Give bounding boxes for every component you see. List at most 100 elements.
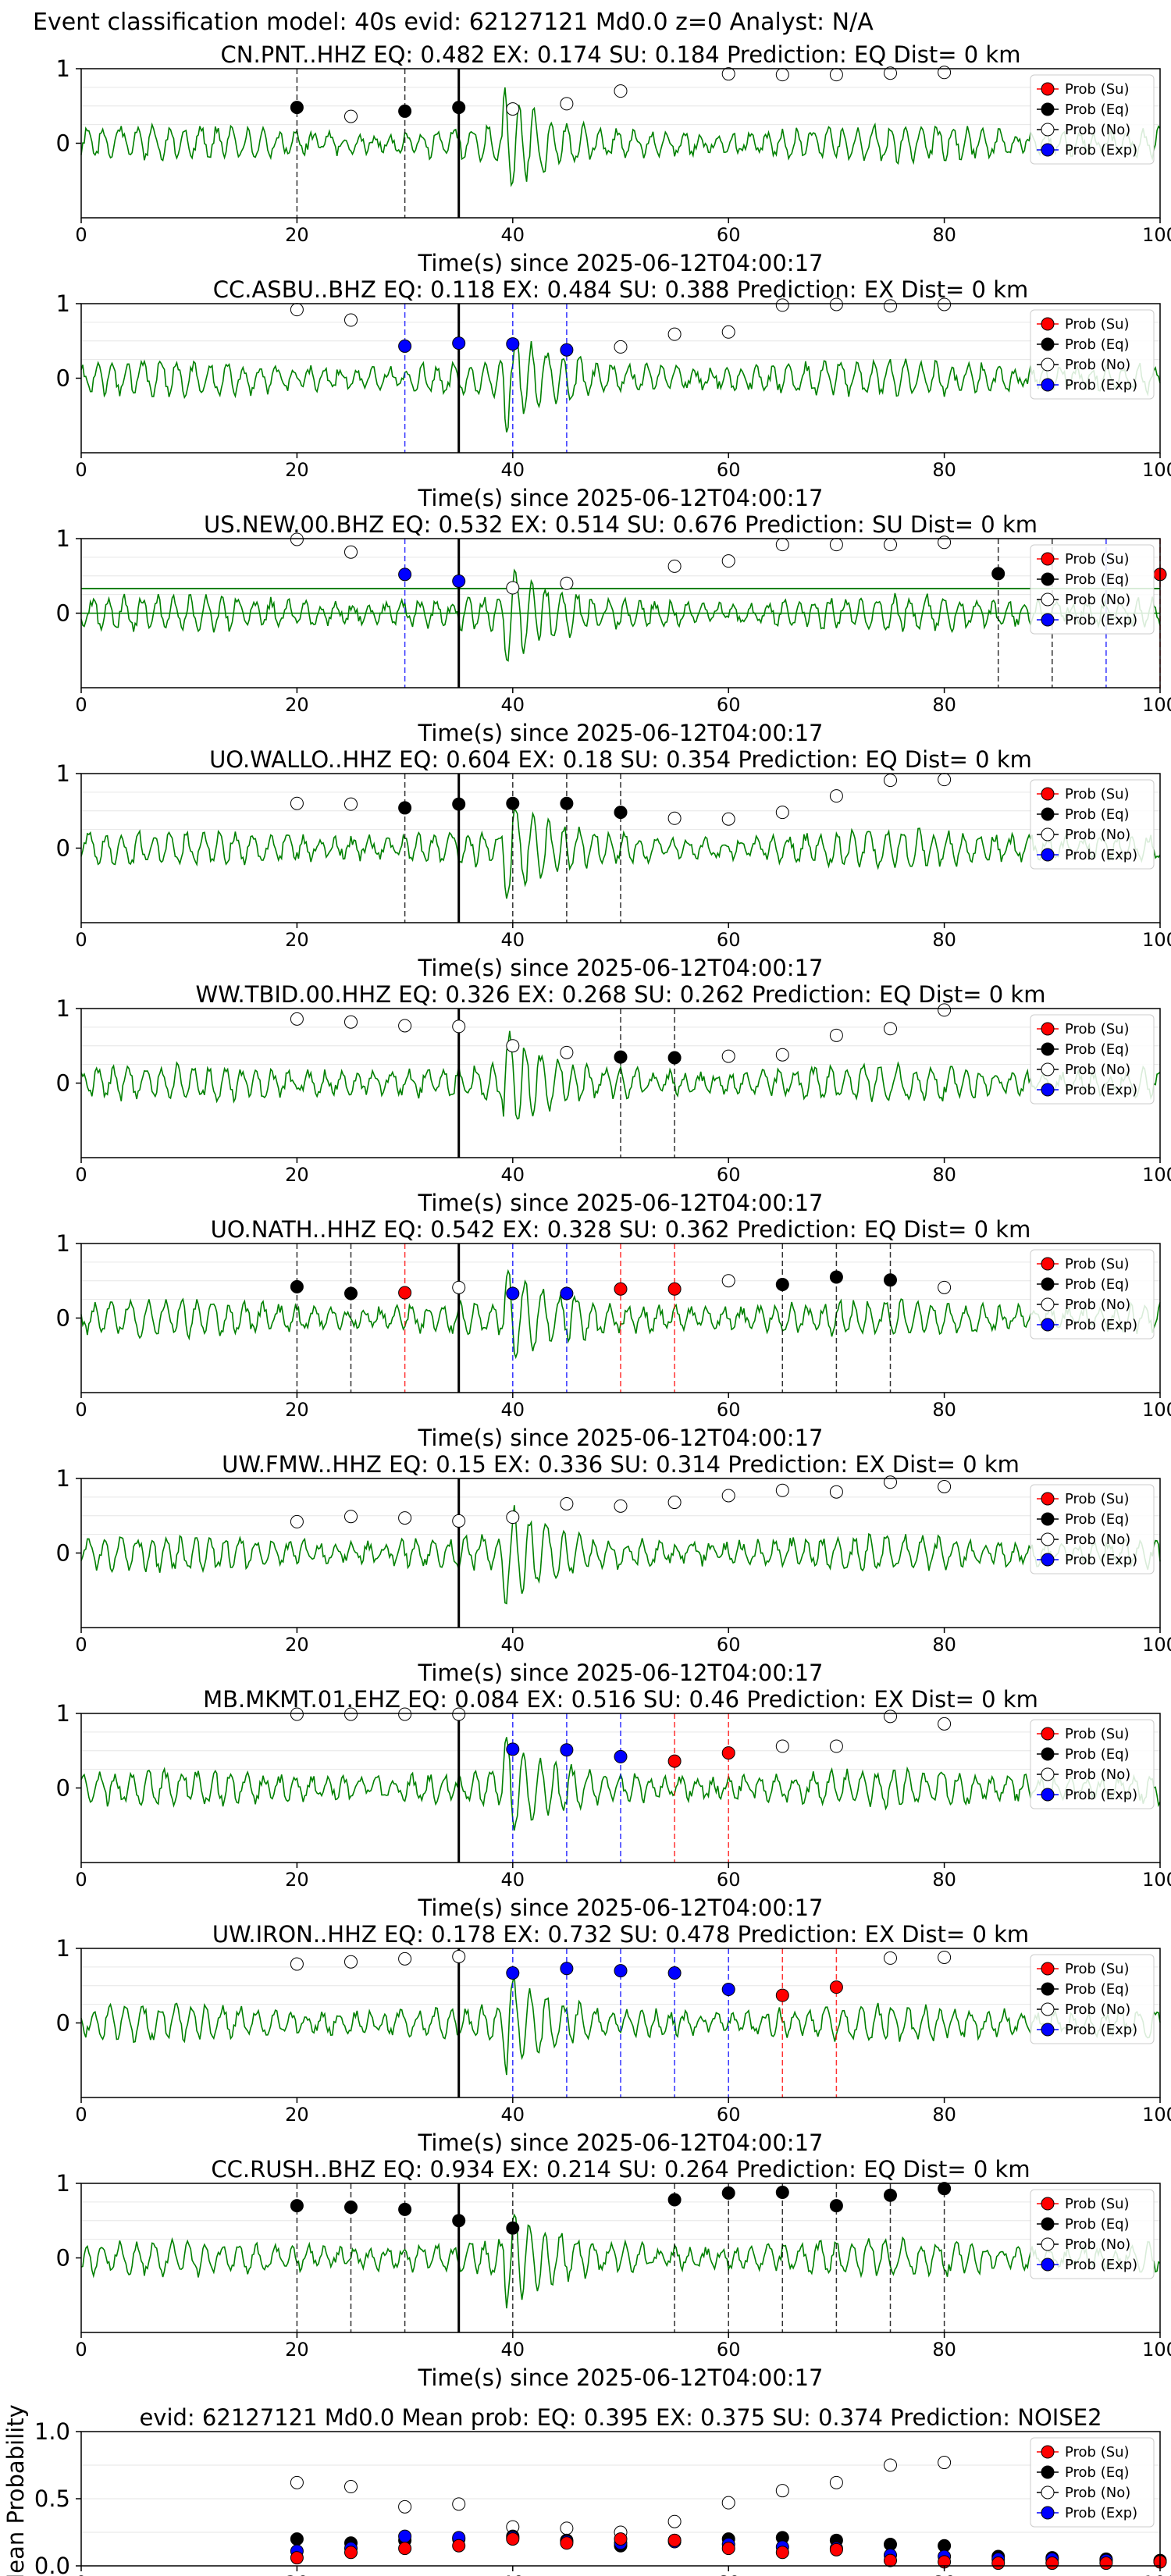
prob-point-no bbox=[884, 538, 897, 552]
legend-label: Prob (Su) bbox=[1065, 81, 1130, 98]
legend-marker-no bbox=[1041, 592, 1055, 607]
mean-prob-point-no bbox=[775, 2484, 789, 2498]
x-tick-label: 80 bbox=[932, 1869, 956, 1891]
legend-label: Prob (Exp) bbox=[1065, 2022, 1137, 2038]
x-tick-label: 0 bbox=[75, 2572, 87, 2576]
x-axis-label: Time(s) since 2025-06-12T04:00:17 bbox=[418, 1425, 824, 1451]
legend-marker-su bbox=[1041, 1257, 1055, 1271]
legend-label: Prob (No) bbox=[1065, 357, 1130, 373]
legend-label: Prob (No) bbox=[1065, 1532, 1130, 1548]
legend-label: Prob (Exp) bbox=[1065, 847, 1137, 863]
legend-box bbox=[1030, 1014, 1155, 1105]
legend: Prob (Su) Prob (Eq) Prob (No) Prob (Exp) bbox=[1030, 2437, 1155, 2528]
x-tick-label: 60 bbox=[717, 2339, 741, 2361]
prob-point-exp bbox=[667, 1966, 682, 1980]
prob-point-exp bbox=[398, 339, 412, 353]
legend-marker-su bbox=[1041, 2197, 1055, 2211]
x-axis-label: Time(s) since 2025-06-12T04:00:17 bbox=[418, 2364, 824, 2391]
x-tick-label: 80 bbox=[932, 694, 956, 716]
prob-point-no bbox=[290, 1514, 304, 1528]
prob-point-exp bbox=[452, 336, 466, 350]
prob-point-eq bbox=[290, 2199, 304, 2213]
legend: Prob (Su) Prob (Eq) Prob (No) Prob (Exp) bbox=[1030, 1954, 1155, 2044]
legend-label: Prob (Su) bbox=[1065, 1961, 1130, 1977]
y-tick-label: 1 bbox=[56, 1935, 70, 1962]
x-tick-label: 60 bbox=[717, 694, 741, 716]
legend-label: Prob (Eq) bbox=[1065, 1276, 1130, 1293]
legend-label: Prob (No) bbox=[1065, 827, 1130, 843]
prob-point-eq bbox=[452, 2214, 466, 2228]
y-tick-label: 0.0 bbox=[34, 2553, 70, 2576]
panel-0: CN.PNT..HHZ EQ: 0.482 EX: 0.174 SU: 0.18… bbox=[56, 41, 1171, 276]
prob-point-eq bbox=[991, 567, 1005, 581]
mean-prob-point-no bbox=[721, 2496, 735, 2510]
panel-title: US.NEW.00.BHZ EQ: 0.532 EX: 0.514 SU: 0.… bbox=[204, 511, 1038, 538]
prob-point-no bbox=[775, 1048, 789, 1062]
prob-point-no bbox=[829, 68, 843, 82]
prob-point-eq bbox=[344, 2201, 358, 2215]
legend-label: Prob (No) bbox=[1065, 1767, 1130, 1783]
x-axis-label: Time(s) since 2025-06-12T04:00:17 bbox=[418, 720, 824, 746]
panel-title: CC.RUSH..BHZ EQ: 0.934 EX: 0.214 SU: 0.2… bbox=[211, 2156, 1030, 2183]
y-tick-label: 0 bbox=[56, 1775, 70, 1802]
x-tick-label: 20 bbox=[285, 2572, 309, 2576]
prob-point-no bbox=[506, 1039, 520, 1053]
legend-label: Prob (No) bbox=[1065, 1062, 1130, 1078]
x-tick-label: 0 bbox=[75, 1634, 87, 1656]
prob-point-exp bbox=[614, 1749, 628, 1763]
legend-marker-eq bbox=[1041, 2465, 1055, 2479]
prob-point-eq bbox=[452, 797, 466, 811]
prob-point-no bbox=[452, 1950, 466, 1964]
legend-marker-no bbox=[1041, 358, 1055, 372]
legend-marker-no bbox=[1041, 2002, 1055, 2016]
prob-point-no bbox=[344, 1955, 358, 1969]
prob-point-no bbox=[290, 1957, 304, 1971]
prob-point-no bbox=[344, 545, 358, 559]
x-axis-label: Time(s) since 2025-06-12T04:00:17 bbox=[418, 485, 824, 511]
mean-prob-point-su bbox=[614, 2532, 628, 2546]
prob-point-no bbox=[775, 1483, 789, 1497]
x-axis-label: Time(s) since 2025-06-12T04:00:17 bbox=[418, 1660, 824, 1686]
prob-point-no bbox=[560, 97, 574, 111]
prob-point-no bbox=[344, 1015, 358, 1029]
x-tick-label: 100 bbox=[1142, 1634, 1171, 1656]
legend-marker-no bbox=[1041, 1297, 1055, 1311]
prob-point-exp bbox=[560, 1962, 574, 1976]
prob-point-eq bbox=[398, 2202, 412, 2216]
legend-label: Prob (Exp) bbox=[1065, 2257, 1137, 2273]
legend-box bbox=[1030, 1484, 1155, 1574]
legend-label: Prob (Su) bbox=[1065, 1726, 1130, 1742]
y-tick-label: 0 bbox=[56, 600, 70, 627]
prob-point-no bbox=[290, 532, 304, 546]
legend-label: Prob (Su) bbox=[1065, 2444, 1130, 2460]
x-axis-label: Time(s) since 2025-06-12T04:00:17 bbox=[418, 2129, 824, 2156]
x-tick-label: 100 bbox=[1142, 2339, 1171, 2361]
mean-prob-point-no bbox=[344, 2480, 358, 2494]
legend-label: Prob (Exp) bbox=[1065, 1317, 1137, 1333]
mean-prob-point-su bbox=[1099, 2556, 1113, 2571]
prob-point-no bbox=[560, 1045, 574, 1059]
prob-point-eq bbox=[667, 1051, 682, 1065]
x-tick-label: 20 bbox=[285, 1869, 309, 1891]
x-tick-label: 60 bbox=[717, 1634, 741, 1656]
mean-prob-point-no bbox=[290, 2475, 304, 2489]
legend-marker-su bbox=[1041, 1022, 1055, 1036]
legend-marker-no bbox=[1041, 827, 1055, 841]
legend: Prob (Su) Prob (Eq) Prob (No) Prob (Exp) bbox=[1030, 1014, 1155, 1105]
prob-point-exp bbox=[560, 343, 574, 357]
panel-2: US.NEW.00.BHZ EQ: 0.532 EX: 0.514 SU: 0.… bbox=[56, 511, 1171, 746]
prob-point-eq bbox=[398, 104, 412, 118]
legend-label: Prob (Eq) bbox=[1065, 571, 1130, 588]
x-tick-label: 0 bbox=[75, 1399, 87, 1421]
legend: Prob (Su) Prob (Eq) Prob (No) Prob (Exp) bbox=[1030, 1249, 1155, 1340]
legend-box bbox=[1030, 74, 1155, 165]
mean-prob-point-su bbox=[775, 2546, 789, 2560]
prob-point-eq bbox=[560, 796, 574, 810]
panel-5: UO.NATH..HHZ EQ: 0.542 EX: 0.328 SU: 0.3… bbox=[56, 1216, 1171, 1451]
mean-prob-point-no bbox=[667, 2514, 682, 2528]
y-tick-label: 1 bbox=[56, 1230, 70, 1257]
x-tick-label: 80 bbox=[932, 1634, 956, 1656]
panel-3: UO.WALLO..HHZ EQ: 0.604 EX: 0.18 SU: 0.3… bbox=[56, 746, 1171, 981]
x-tick-label: 40 bbox=[501, 1634, 525, 1656]
legend-marker-su bbox=[1041, 1962, 1055, 1976]
